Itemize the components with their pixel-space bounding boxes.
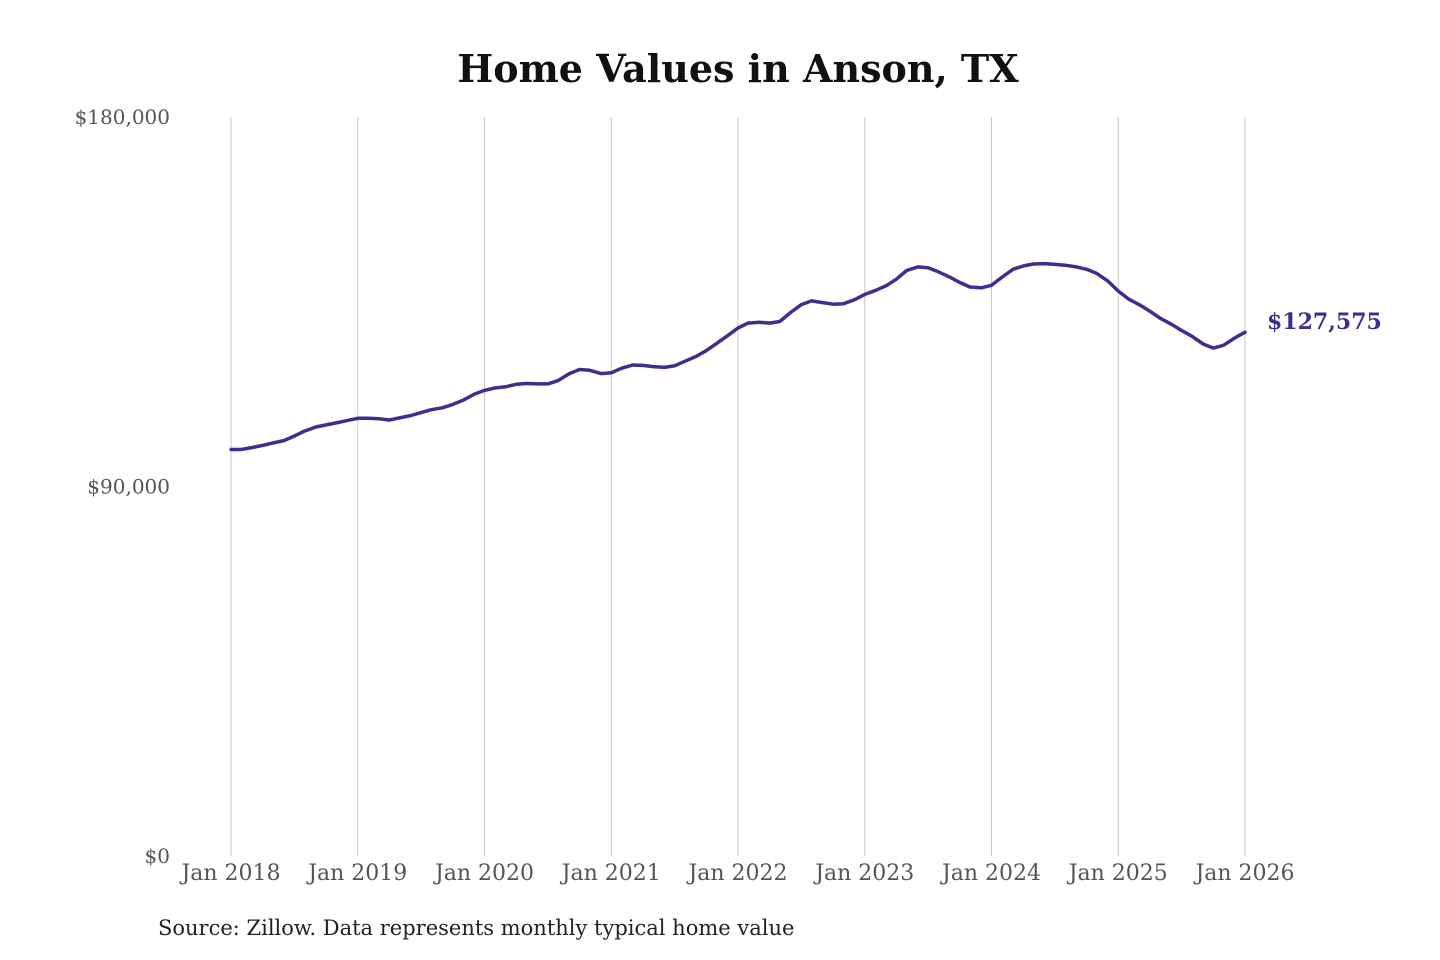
y-tick-label: $180,000	[75, 105, 170, 129]
x-tick-label: Jan 2026	[1193, 861, 1294, 886]
x-tick-label: Jan 2018	[179, 861, 280, 886]
x-tick-label: Jan 2019	[306, 861, 407, 886]
x-tick-label: Jan 2020	[433, 861, 534, 886]
series-line-home-values	[229, 261, 1247, 452]
x-tick-label: Jan 2021	[560, 861, 661, 886]
x-tick-label: Jan 2023	[813, 861, 914, 886]
x-tick-label: Jan 2022	[686, 861, 787, 886]
x-axis-ticks: Jan 2018 Jan 2019 Jan 2020 Jan 2021 Jan 2022…	[179, 861, 1294, 886]
y-tick-label: $0	[145, 844, 170, 868]
x-tick-label: Jan 2025	[1067, 861, 1168, 886]
x-tick-label: Jan 2024	[940, 861, 1041, 886]
grid-lines	[230, 117, 1246, 856]
source-note: Source: Zillow. Data represents monthly …	[158, 916, 795, 940]
y-axis-ticks: $0 $90,000 $180,000	[75, 105, 170, 868]
chart-title: Home Values in Anson, TX	[457, 46, 1019, 91]
y-tick-label: $90,000	[87, 475, 170, 499]
end-value-label: $127,575	[1267, 309, 1382, 335]
